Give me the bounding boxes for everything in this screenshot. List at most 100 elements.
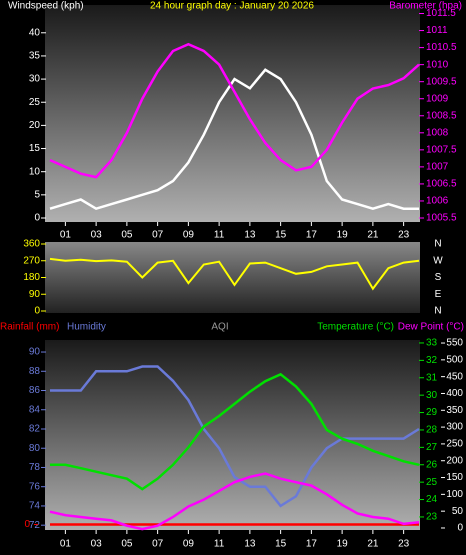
series-line — [49, 42, 420, 179]
x-tick-label: 23 — [398, 230, 410, 241]
x-tick-label: 05 — [121, 230, 133, 241]
y-tick-label: 88 — [29, 366, 41, 377]
x-tick-label: 11 — [214, 230, 225, 241]
y3-tick-label: 500 — [446, 354, 463, 365]
series-line — [50, 372, 420, 491]
y-tick-label: 72 — [29, 520, 41, 531]
y2-tick-label: 1007.5 — [426, 144, 457, 155]
x-tick-label: 17 — [306, 230, 318, 241]
x-tick-label: 15 — [275, 539, 287, 550]
legend-aqi: AQI — [211, 322, 228, 333]
y2-tick-label: 1008.5 — [426, 110, 457, 121]
x-tick-label: 07 — [152, 539, 164, 550]
series-line — [50, 365, 420, 508]
x-tick-label: 13 — [244, 230, 256, 241]
y2-tick-label: 1006 — [426, 196, 449, 207]
y2-tick-label: 33 — [426, 338, 438, 349]
y-tick-label: 20 — [29, 120, 41, 131]
y2-tick-label: 1008 — [426, 127, 449, 138]
y2-tick-label: 26 — [426, 459, 438, 470]
panel-temperature — [45, 340, 420, 530]
legend-rain: Rainfall (mm) — [0, 322, 59, 333]
y3-tick-label: 100 — [446, 489, 463, 500]
y2-tick-label: 1011 — [426, 25, 448, 36]
y-tick-label: 90 — [29, 347, 41, 358]
y-tick-label: 15 — [29, 143, 41, 154]
y2-tick-label: 29 — [426, 407, 438, 418]
series-line — [49, 257, 420, 291]
legend-barometer: Barometer (hpa) — [389, 1, 462, 12]
y-tick-label: 25 — [29, 97, 41, 108]
x-tick-label: 19 — [337, 539, 349, 550]
y-tick-label: 78 — [29, 462, 41, 473]
y-tick-label: 5 — [34, 189, 40, 200]
x-tick-label: 09 — [183, 230, 195, 241]
y-tick-label: 35 — [29, 51, 41, 62]
y2-tick-label: 25 — [426, 477, 438, 488]
x-tick-label: 15 — [275, 230, 287, 241]
series-line — [49, 68, 419, 211]
y2-tick-label: 1005.5 — [426, 213, 457, 224]
y-tick-label: 0 — [34, 213, 40, 224]
y2-tick-label: 28 — [426, 425, 438, 436]
y2-tick-label: 32 — [426, 355, 438, 366]
y2-tick-label: 31 — [426, 372, 438, 383]
x-tick-label: 13 — [244, 539, 256, 550]
y-tick-label: 10 — [29, 166, 41, 177]
y3-tick-label: 250 — [446, 439, 463, 450]
y2-tick-label: 24 — [426, 494, 438, 505]
x-tick-label: 03 — [91, 539, 103, 550]
panel-wind — [45, 5, 420, 222]
y3-tick-label: 50 — [452, 506, 464, 517]
direction-label: N — [434, 239, 441, 250]
y3-tick-label: 150 — [446, 472, 463, 483]
x-tick-label: 07 — [152, 230, 164, 241]
direction-label: W — [433, 255, 443, 266]
y-tick-label: 76 — [29, 481, 41, 492]
y3-tick-label: 450 — [446, 371, 463, 382]
y3-tick-label: 300 — [446, 422, 463, 433]
y2-tick-label: 23 — [426, 512, 438, 523]
rain-tick-label: 0 — [24, 519, 30, 530]
panel-direction — [45, 242, 420, 313]
y3-tick-label: 350 — [446, 405, 463, 416]
x-tick-label: 21 — [367, 539, 379, 550]
x-tick-label: 19 — [337, 230, 349, 241]
direction-label: E — [435, 289, 442, 300]
y2-tick-label: 30 — [426, 390, 438, 401]
x-tick-label: 09 — [183, 539, 195, 550]
legend-temperature: Temperature (°C) — [317, 322, 394, 333]
y-tick-label: 40 — [29, 27, 41, 38]
x-tick-label: 05 — [121, 539, 133, 550]
y2-tick-label: 27 — [426, 442, 438, 453]
x-tick-label: 03 — [91, 230, 103, 241]
y2-tick-label: 1010 — [426, 59, 449, 70]
y2-tick-label: 1006.5 — [426, 179, 457, 190]
y-tick-label: 180 — [23, 272, 40, 283]
legend-wind: Windspeed (kph) — [8, 1, 84, 12]
y2-tick-label: 1007 — [426, 162, 449, 173]
legend-dewpoint: Dew Point (°C) — [398, 322, 464, 333]
y-tick-label: 0 — [34, 306, 40, 317]
y-tick-label: 74 — [29, 501, 41, 512]
y-tick-label: 80 — [29, 443, 41, 454]
y3-tick-label: 400 — [446, 388, 463, 399]
x-tick-label: 11 — [214, 539, 225, 550]
x-tick-label: 01 — [60, 539, 72, 550]
direction-label: N — [434, 306, 441, 317]
y-tick-label: 270 — [23, 255, 40, 266]
y3-tick-label: 550 — [446, 338, 463, 349]
y2-tick-label: 1011.5 — [426, 8, 456, 19]
y-tick-label: 90 — [29, 289, 41, 300]
x-tick-label: 21 — [367, 230, 379, 241]
y3-tick-label: 200 — [446, 455, 463, 466]
y3-tick-label: 0 — [457, 523, 463, 534]
legend-humidity: Humidity — [67, 322, 106, 333]
y-tick-label: 30 — [29, 74, 41, 85]
y-tick-label: 360 — [23, 239, 40, 250]
y-tick-label: 84 — [29, 404, 41, 415]
y2-tick-label: 1009.5 — [426, 76, 457, 87]
chart-title: 24 hour graph day : January 20 2026 — [150, 1, 314, 12]
